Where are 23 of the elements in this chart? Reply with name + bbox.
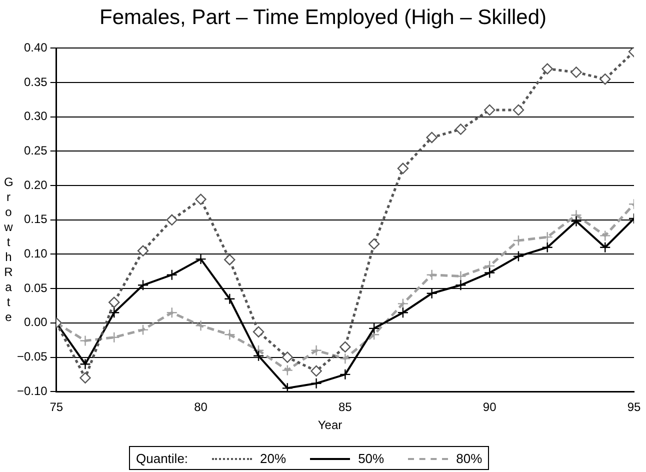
- x-axis-title: Year: [316, 418, 344, 432]
- chart-title: Females, Part – Time Employed (High – Skilled): [98, 6, 548, 30]
- y-tick-label: 0.25: [24, 144, 48, 158]
- x-tick-label: 80: [194, 400, 208, 414]
- y-tick-label: 0.40: [24, 40, 48, 55]
- y-tick-label: 0.00: [24, 315, 48, 330]
- x-tick-label: 75: [50, 400, 64, 414]
- y-tick-label: 0.30: [24, 109, 48, 124]
- y-tick-label: −0.10: [16, 384, 48, 398]
- y-tick-label: 0.15: [24, 212, 48, 226]
- y-tick-label: −0.05: [16, 350, 48, 364]
- y-tick-label: 0.10: [24, 246, 48, 261]
- legend-label: 20%: [260, 450, 286, 466]
- x-tick-label: 90: [482, 400, 497, 414]
- x-tick-label: 95: [627, 400, 641, 414]
- y-tick-label: 0.05: [24, 280, 48, 295]
- y-tick-label: 0.35: [24, 74, 48, 89]
- legend-label: 50%: [358, 450, 384, 466]
- text: Growth Rate: [4, 175, 14, 324]
- x-tick-label: 85: [338, 400, 352, 414]
- legend-label: 80%: [456, 450, 482, 466]
- legend-title: Quantile:: [136, 450, 188, 466]
- y-tick-label: 0.20: [24, 178, 48, 192]
